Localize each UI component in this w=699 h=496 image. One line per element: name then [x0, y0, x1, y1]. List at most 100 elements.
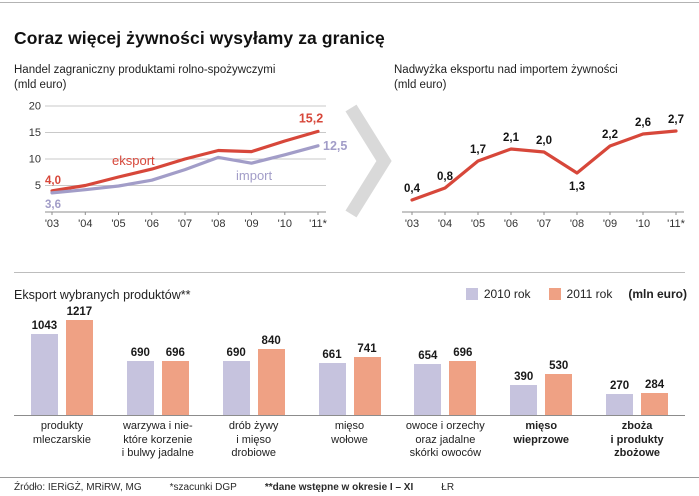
top-divider	[0, 2, 699, 3]
source-text: Źródło: IERiGŻ, MRiRW, MG	[14, 482, 142, 493]
bar	[641, 392, 669, 415]
legend-label-2010: 2010 rok	[483, 287, 531, 301]
bar-value: 661	[322, 349, 342, 362]
bar-value: 696	[165, 346, 185, 359]
bar	[257, 349, 285, 415]
bar-category-label: mięso wieprzowe	[513, 420, 570, 446]
legend-label-2011: 2011 rok	[566, 287, 613, 301]
bar-value: 1217	[66, 305, 93, 318]
svg-text:12,5: 12,5	[323, 139, 347, 153]
bar	[449, 360, 477, 415]
bar-column-2011: 284	[641, 378, 669, 415]
svg-text:5: 5	[35, 180, 41, 192]
bar-column-2010: 270	[606, 379, 634, 415]
bar	[606, 393, 634, 415]
legend-swatch-2011	[548, 288, 561, 300]
bar-column-2010: 690	[222, 347, 250, 415]
trade-chart-header: Handel zagraniczny produktami rolno-spoż…	[14, 63, 354, 92]
bar-column-2010: 1043	[30, 320, 58, 415]
bar	[222, 361, 250, 415]
bar-column-2010: 690	[126, 347, 154, 415]
svg-text:1,7: 1,7	[470, 144, 486, 156]
page-title: Coraz więcej żywności wysyłamy za granic…	[14, 28, 385, 48]
bar-value: 690	[130, 347, 150, 360]
bar-category-label: drób żywy i mięso drobiowe	[228, 420, 279, 459]
surplus-line-chart: '03 '04 '05 '06 '07 '08 '09 '10 '11* 0,4 0,8 1,7 2,1…	[402, 114, 686, 230]
bar-group: 690 840	[206, 303, 302, 415]
bar-group: 1043 1217	[14, 303, 110, 415]
bar-column-2011: 741	[353, 343, 381, 415]
svg-text:'08: '08	[570, 218, 584, 230]
trade-line-chart: 5 10 15 20 '03 '04 '05 '06 '07 '08 '09 '10 '11* 4,0 3,…	[29, 101, 348, 231]
bar	[353, 357, 381, 415]
svg-text:15: 15	[29, 127, 41, 139]
bar	[65, 319, 93, 415]
svg-text:20: 20	[29, 101, 41, 113]
svg-text:15,2: 15,2	[299, 111, 323, 125]
bar-group: 661 741	[302, 303, 398, 415]
legend-swatch-2010	[465, 288, 478, 300]
trade-chart-unit: (mld euro)	[14, 78, 67, 91]
bar-group: 270 284	[589, 303, 685, 415]
bar-value: 690	[226, 347, 246, 360]
bar-chart-unit: (mln euro)	[628, 287, 687, 301]
svg-text:2,6: 2,6	[635, 117, 651, 129]
surplus-chart-header: Nadwyżka eksportu nad importem żywności …	[394, 63, 694, 92]
svg-text:'09: '09	[603, 218, 617, 230]
svg-text:'10: '10	[278, 218, 292, 230]
svg-text:'09: '09	[244, 218, 258, 230]
bar-group: 390 530	[493, 303, 589, 415]
svg-text:eksport: eksport	[112, 153, 155, 168]
author-credit: ŁR	[441, 482, 455, 493]
bar-category-label: zboża i produkty zbożowe	[610, 420, 664, 459]
bar-category-label: owoce i orzechy oraz jadalne skórki owoców	[405, 420, 485, 459]
svg-text:'03: '03	[45, 218, 59, 230]
surplus-chart-title: Nadwyżka eksportu nad importem żywności	[394, 64, 618, 76]
svg-text:import: import	[236, 168, 273, 183]
bar-value: 270	[609, 379, 630, 392]
bar-column-2011: 696	[449, 346, 477, 415]
footer-divider	[0, 477, 699, 478]
bar-chart-categories: produkty mleczarskie warzywa i nie-które k…	[14, 420, 685, 461]
bar-column-2011: 1217	[65, 305, 93, 415]
bar-column-2011: 530	[545, 359, 573, 415]
bar-chart: 1043 1217 690 696 690 840 661 741 654 696 390 530 27…	[14, 303, 685, 416]
svg-text:'11*: '11*	[667, 218, 686, 230]
svg-text:'06: '06	[504, 218, 518, 230]
bar	[510, 384, 538, 415]
svg-text:0,8: 0,8	[437, 171, 454, 183]
bar-value: 530	[549, 359, 569, 372]
bar-value: 284	[644, 378, 665, 391]
svg-text:10: 10	[29, 154, 41, 166]
bar-column-2010: 390	[510, 370, 538, 415]
bar-chart-title: Eksport wybranych produktów**	[14, 288, 191, 302]
svg-text:'10: '10	[636, 218, 650, 230]
svg-text:3,6: 3,6	[45, 199, 61, 211]
svg-text:'03: '03	[405, 218, 419, 230]
bar-category-label: produkty mleczarskie	[32, 420, 91, 446]
svg-text:1,3: 1,3	[569, 181, 585, 193]
footer: Źródło: IERiGŻ, MRiRW, MG *szacunki DGP …	[14, 482, 454, 493]
svg-text:2,1: 2,1	[503, 132, 520, 144]
svg-text:'07: '07	[537, 218, 551, 230]
bar	[30, 333, 58, 415]
trade-chart-title: Handel zagraniczny produktami rolno-spoż…	[14, 64, 276, 76]
svg-text:'05: '05	[111, 218, 125, 230]
svg-text:2,2: 2,2	[602, 129, 618, 141]
section-divider	[14, 272, 685, 273]
svg-text:2,7: 2,7	[668, 114, 684, 126]
svg-text:2,0: 2,0	[536, 135, 552, 147]
bar	[126, 361, 154, 415]
svg-text:'06: '06	[145, 218, 159, 230]
bar-category-label: warzywa i nie-które korzenie i bulwy jada…	[121, 420, 194, 459]
svg-text:'08: '08	[211, 218, 225, 230]
arrow-right-icon	[345, 104, 392, 218]
bar-column-2010: 661	[318, 349, 346, 415]
bar-value: 696	[453, 346, 473, 359]
svg-text:4,0: 4,0	[45, 175, 61, 187]
svg-text:'04: '04	[438, 218, 452, 230]
bar-column-2010: 654	[414, 350, 442, 415]
bar-value: 390	[514, 370, 534, 383]
bar-category-label: mięso wołowe	[331, 420, 368, 446]
svg-text:'07: '07	[178, 218, 192, 230]
